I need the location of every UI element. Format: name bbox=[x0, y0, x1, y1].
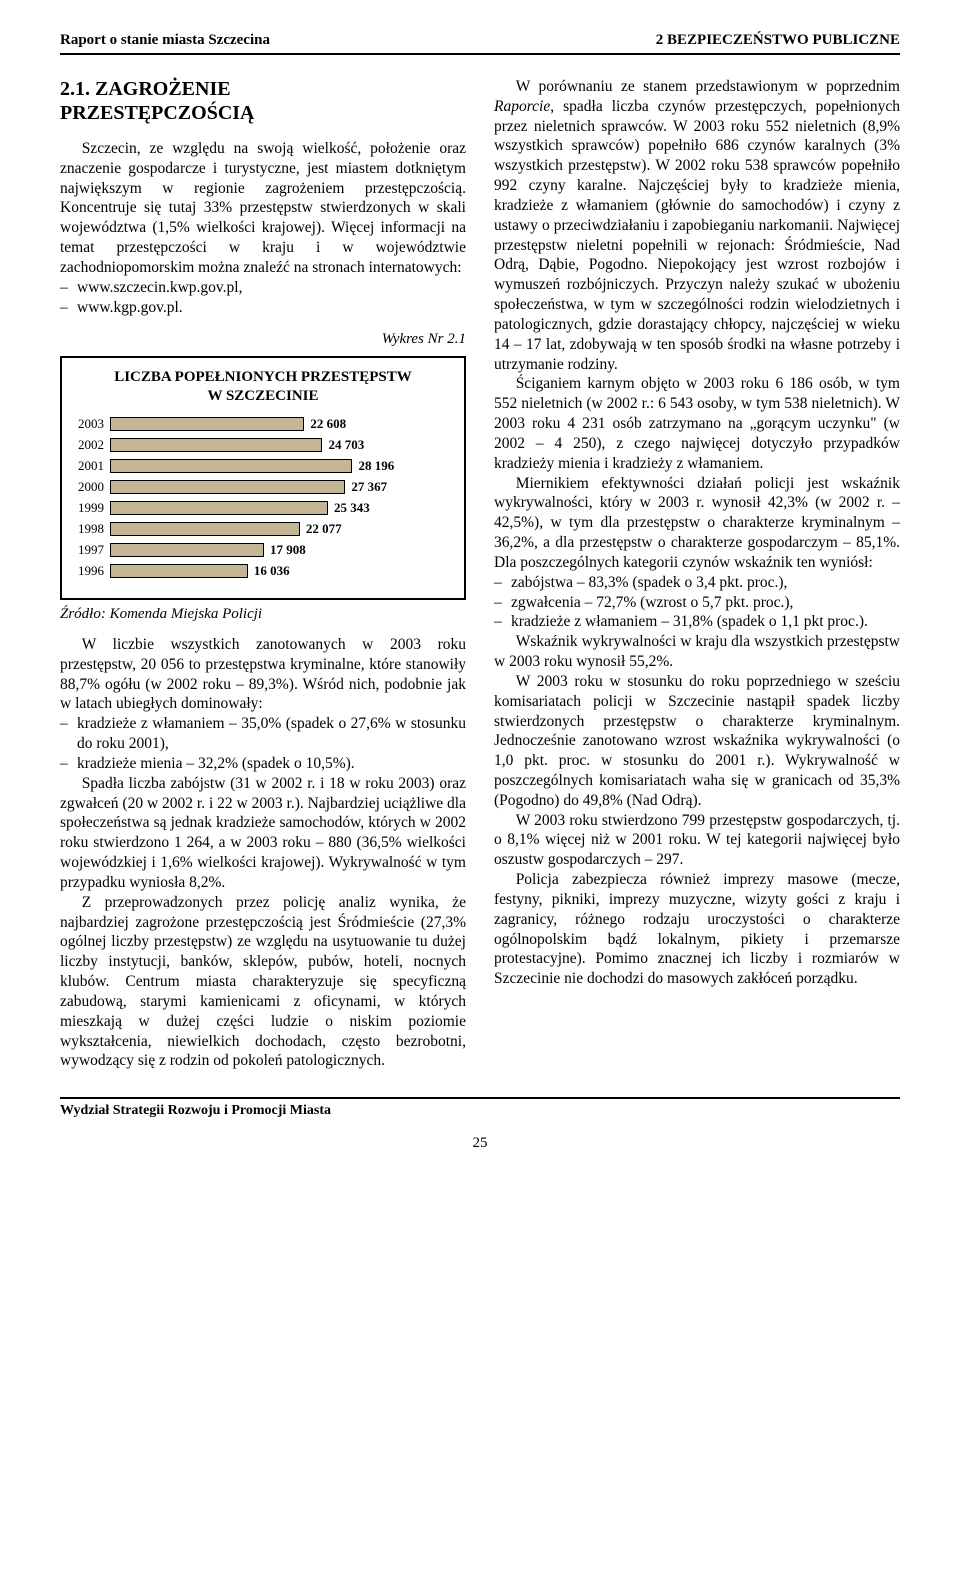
bar-track: 22 608 bbox=[110, 416, 454, 433]
list-item: kradzieże z włamaniem – 35,0% (spadek o … bbox=[77, 714, 466, 754]
header-left: Raport o stanie miasta Szczecina bbox=[60, 32, 270, 49]
links-list: www.szczecin.kwp.gov.pl, www.kgp.gov.pl. bbox=[60, 278, 466, 318]
italic-word: Raporcie bbox=[494, 98, 550, 115]
bar-value-label: 24 703 bbox=[322, 437, 364, 453]
two-column-layout: 2.1. ZAGROŻENIE PRZESTĘPCZOŚCIĄ Szczecin… bbox=[60, 77, 900, 1071]
bar-fill bbox=[110, 417, 304, 431]
bar-row: 2003 22 608 bbox=[72, 416, 454, 433]
bar-track: 16 036 bbox=[110, 563, 454, 580]
left-paragraph-4: Z przeprowadzonych przez policję analiz … bbox=[60, 893, 466, 1071]
bar-year-label: 2003 bbox=[72, 416, 110, 432]
footer-left: Wydział Strategii Rozwoju i Promocji Mia… bbox=[60, 1103, 331, 1119]
list-item: www.szczecin.kwp.gov.pl, bbox=[77, 278, 466, 298]
bar-year-label: 2002 bbox=[72, 437, 110, 453]
chart-caption: Wykres Nr 2.1 bbox=[60, 331, 466, 348]
bar-row: 2002 24 703 bbox=[72, 437, 454, 454]
bar-year-label: 1997 bbox=[72, 542, 110, 558]
left-column: 2.1. ZAGROŻENIE PRZESTĘPCZOŚCIĄ Szczecin… bbox=[60, 77, 466, 1071]
list-item: www.kgp.gov.pl. bbox=[77, 298, 466, 318]
bar-fill bbox=[110, 480, 345, 494]
right-paragraph-1: W porównaniu ze stanem przedstawionym w … bbox=[494, 77, 900, 374]
heading-line-1: 2.1. ZAGROŻENIE bbox=[60, 78, 231, 100]
chart-title: LICZBA POPEŁNIONYCH PRZESTĘPSTW W SZCZEC… bbox=[72, 368, 454, 406]
chart-source: Źródło: Komenda Miejska Policji bbox=[60, 606, 466, 623]
bar-value-label: 17 908 bbox=[264, 542, 306, 558]
bar-row: 1999 25 343 bbox=[72, 500, 454, 517]
bar-row: 1998 22 077 bbox=[72, 521, 454, 538]
bar-year-label: 2001 bbox=[72, 458, 110, 474]
bar-year-label: 1999 bbox=[72, 500, 110, 516]
bar-year-label: 1998 bbox=[72, 521, 110, 537]
page-header: Raport o stanie miasta Szczecina 2 BEZPI… bbox=[60, 32, 900, 49]
bar-value-label: 16 036 bbox=[248, 563, 290, 579]
left-paragraph-1: Szczecin, ze względu na swoją wielkość, … bbox=[60, 139, 466, 278]
text-span: W porównaniu ze stanem przedstawionym w … bbox=[516, 78, 900, 95]
header-right: 2 BEZPIECZEŃSTWO PUBLICZNE bbox=[656, 32, 900, 49]
chart-title-line-1: LICZBA POPEŁNIONYCH PRZESTĘPSTW bbox=[114, 369, 412, 385]
right-bullets: zabójstwa – 83,3% (spadek o 3,4 pkt. pro… bbox=[494, 573, 900, 632]
bar-row: 2000 27 367 bbox=[72, 479, 454, 496]
heading-line-2: PRZESTĘPCZOŚCIĄ bbox=[60, 102, 255, 124]
list-item: kradzieże z włamaniem – 31,8% (spadek o … bbox=[511, 612, 900, 632]
right-column: W porównaniu ze stanem przedstawionym w … bbox=[494, 77, 900, 1071]
bar-year-label: 2000 bbox=[72, 479, 110, 495]
bar-value-label: 22 077 bbox=[300, 521, 342, 537]
bar-value-label: 22 608 bbox=[304, 416, 346, 432]
bar-fill bbox=[110, 543, 264, 557]
list-item: zabójstwa – 83,3% (spadek o 3,4 pkt. pro… bbox=[511, 573, 900, 593]
bar-fill bbox=[110, 438, 322, 452]
text-span: , spadła liczba czynów przestępczych, po… bbox=[494, 98, 900, 373]
bar-fill bbox=[110, 501, 328, 515]
left-bullets-2: kradzieże z włamaniem – 35,0% (spadek o … bbox=[60, 714, 466, 773]
left-paragraph-3: Spadła liczba zabójstw (31 w 2002 r. i 1… bbox=[60, 774, 466, 893]
bar-track: 22 077 bbox=[110, 521, 454, 538]
bar-year-label: 1996 bbox=[72, 563, 110, 579]
right-paragraph-5: W 2003 roku w stosunku do roku poprzedni… bbox=[494, 672, 900, 811]
right-paragraph-3: Miernikiem efektywności działań policji … bbox=[494, 474, 900, 573]
section-heading: 2.1. ZAGROŻENIE PRZESTĘPCZOŚCIĄ bbox=[60, 77, 466, 125]
right-paragraph-7: Policja zabezpiecza również imprezy maso… bbox=[494, 870, 900, 989]
bar-row: 2001 28 196 bbox=[72, 458, 454, 475]
left-paragraph-2: W liczbie wszystkich zanotowanych w 2003… bbox=[60, 635, 466, 714]
header-rule bbox=[60, 53, 900, 55]
bar-track: 24 703 bbox=[110, 437, 454, 454]
right-paragraph-6: W 2003 roku stwierdzono 799 przestępstw … bbox=[494, 811, 900, 870]
list-item: kradzieże mienia – 32,2% (spadek o 10,5%… bbox=[77, 754, 466, 774]
page-number: 25 bbox=[473, 1135, 488, 1152]
bar-track: 25 343 bbox=[110, 500, 454, 517]
bar-track: 28 196 bbox=[110, 458, 454, 475]
bar-row: 1996 16 036 bbox=[72, 563, 454, 580]
crime-chart: LICZBA POPEŁNIONYCH PRZESTĘPSTW W SZCZEC… bbox=[60, 356, 466, 600]
chart-title-line-2: W SZCZECINIE bbox=[207, 388, 318, 404]
right-paragraph-2: Ściganiem karnym objęto w 2003 roku 6 18… bbox=[494, 374, 900, 473]
bar-row: 1997 17 908 bbox=[72, 542, 454, 559]
page-footer: Wydział Strategii Rozwoju i Promocji Mia… bbox=[60, 1099, 900, 1119]
bar-value-label: 28 196 bbox=[352, 458, 394, 474]
bar-track: 17 908 bbox=[110, 542, 454, 559]
right-paragraph-4: Wskaźnik wykrywalności w kraju dla wszys… bbox=[494, 632, 900, 672]
list-item: zgwałcenia – 72,7% (wzrost o 5,7 pkt. pr… bbox=[511, 593, 900, 613]
bar-value-label: 25 343 bbox=[328, 500, 370, 516]
bar-fill bbox=[110, 459, 352, 473]
bar-fill bbox=[110, 522, 300, 536]
bar-fill bbox=[110, 564, 248, 578]
bar-track: 27 367 bbox=[110, 479, 454, 496]
bar-value-label: 27 367 bbox=[345, 479, 387, 495]
